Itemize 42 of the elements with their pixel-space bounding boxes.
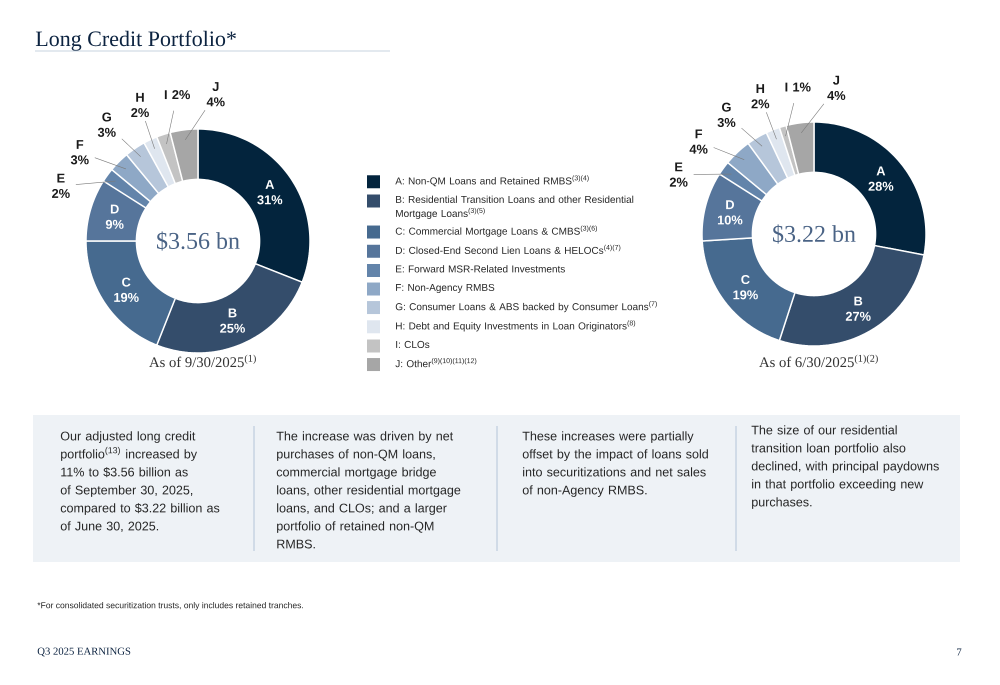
- data-label: E 2%: [670, 162, 688, 187]
- text: *For consolidated securitization trusts, only includes retained tranches.: [37, 602, 304, 610]
- legend-label: H: Debt and Equity Investments in Loan Originators$^{(8)}$: [396, 320, 636, 332]
- data-label: B 25%: [220, 308, 245, 333]
- data-label: J 4%: [206, 82, 225, 106]
- legend-label: B: Residential Transition Loans and other Residential Mortgage Loans$^{(3)(5)}$: [396, 196, 634, 219]
- data-label: A 31%: [257, 180, 282, 204]
- legend-label: I: CLOs: [396, 340, 430, 348]
- text: $3.56 bn: [157, 231, 240, 251]
- text: Q3 2025 EARNINGS: [38, 648, 130, 656]
- chart-title: Long Credit Portfolio*: [36, 30, 236, 51]
- text: As of 6/30/2025$^{(1)(2)}$: [759, 354, 878, 368]
- data-label: I 1%: [785, 82, 811, 92]
- text: As of 9/30/2025$^{(1)}$: [149, 354, 256, 368]
- legend-label: F: Non-Agency RMBS: [396, 284, 494, 293]
- data-label: I 2%: [164, 90, 190, 100]
- data-label: B 27%: [846, 296, 871, 321]
- data-label: F 4%: [690, 129, 708, 154]
- text: These increases were partially offset by the impact of loans sold into securitizations and net sales of non-Agency RMBS.: [522, 431, 708, 497]
- data-label: D 10%: [718, 200, 742, 225]
- data-label: H 2%: [131, 92, 149, 118]
- data-label: C 19%: [733, 275, 758, 300]
- data-label: C 19%: [114, 278, 139, 302]
- data-label: A 28%: [868, 166, 894, 191]
- text: 7: [957, 648, 962, 656]
- text: The size of our residential transition loan portfolio also declined, with principal paydowns in that portfolio exceeding new purchases.: [751, 425, 939, 509]
- data-label: G 3%: [98, 112, 116, 137]
- legend-label: A: Non-QM Loans and Retained RMBS$^{(3)(4)}$: [395, 175, 589, 186]
- data-label: G 3%: [718, 102, 736, 128]
- data-label: F 3%: [70, 140, 89, 164]
- legend-label: G: Consumer Loans & ABS backed by Consumer Loans$^{(7)}$: [396, 301, 657, 312]
- legend-label: E: Forward MSR-Related Investments: [396, 265, 565, 272]
- data-label: D 9%: [106, 204, 124, 229]
- data-label: H 2%: [751, 84, 770, 108]
- legend-label: D: Closed-End Second Lien Loans & HELOCs$^{(4)(7)}$: [396, 244, 620, 254]
- legend-label: C: Commercial Mortgage Loans & CMBS$^{(3)(6)}$: [396, 226, 598, 237]
- text: The increase was driven by net purchases of non-QM loans, commercial mortgage bridge loans, other residential mortgage loans, and CLOs; and a larger portfolio of retained non-QM RMBS.: [276, 431, 460, 548]
- legend-label: J: Other$^{(9)(10)(11)(12)}$: [395, 358, 476, 368]
- text: Our adjusted long credit portfolio$^{(13)}$ increased by 11% to $3.56 billion as of September 30, 2025, compared to $3.22 billion as of June 30, 2025.: [60, 431, 220, 532]
- data-label: J 4%: [827, 76, 846, 100]
- data-label: E 2%: [52, 174, 70, 198]
- text: $3.22 bn: [773, 224, 856, 244]
